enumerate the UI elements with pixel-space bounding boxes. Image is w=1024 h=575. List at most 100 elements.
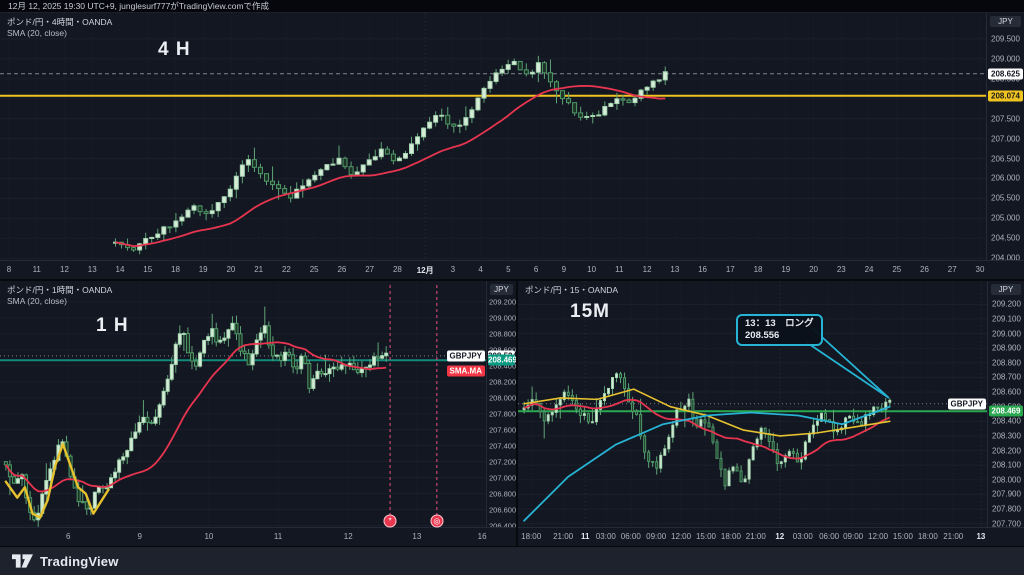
timeframe-label-15m: 15M xyxy=(570,301,610,322)
price-tick-label: 208.800 xyxy=(992,358,1021,368)
time-tick-label: 27 xyxy=(947,265,957,274)
vline-marker-icon[interactable]: ◎ xyxy=(430,514,444,528)
legend-indicator[interactable]: SMA (20, close) xyxy=(7,28,67,38)
time-tick-label: 6 xyxy=(533,265,539,274)
price-tick-label: 208.000 xyxy=(489,393,516,403)
time-tick-label: 12 xyxy=(642,265,652,274)
time-tick-label: 12 xyxy=(775,532,785,541)
time-tick-label: 09:00 xyxy=(843,532,864,541)
currency-button[interactable]: JPY xyxy=(991,284,1021,295)
time-tick-label: 12:00 xyxy=(671,532,692,541)
price-tick-label: 208.100 xyxy=(992,460,1021,470)
price-tick-label: 208.900 xyxy=(992,343,1021,353)
time-tick-label: 4 xyxy=(478,265,483,274)
attribution-bar: 12月 12, 2025 19:30 UTC+9, junglesurf777が… xyxy=(0,0,1024,13)
legend-indicator[interactable]: SMA (20, close) xyxy=(7,296,67,306)
price-tick-label: 207.200 xyxy=(489,457,516,467)
time-tick-label: 28 xyxy=(392,265,402,274)
price-tick-label: 205.000 xyxy=(991,213,1020,223)
time-tick-label: 9 xyxy=(561,265,567,274)
legend-15m[interactable]: ポンド/円・15・OANDA xyxy=(525,285,618,296)
time-tick-label: 13 xyxy=(87,265,97,274)
price-scale-1h[interactable]: JPY 209.200209.000208.800208.600208.4002… xyxy=(486,281,516,530)
candlestick-plot-15m[interactable] xyxy=(518,281,988,528)
symbol-price-label: GBPJPY xyxy=(446,350,485,362)
long-entry-callout[interactable]: 13：13 ロング 208.556 xyxy=(736,314,823,346)
time-tick-label: 15:00 xyxy=(695,532,717,541)
price-tick-label: 204.000 xyxy=(991,253,1020,263)
timeframe-label-1h: 1 H xyxy=(96,315,129,336)
time-tick-label: 11 xyxy=(615,265,624,274)
time-tick-label: 15:00 xyxy=(892,532,913,541)
currency-button[interactable]: JPY xyxy=(490,284,513,295)
time-tick-label: 19 xyxy=(781,265,791,274)
time-tick-label: 21 xyxy=(254,265,264,274)
price-tick-label: 209.200 xyxy=(992,299,1021,309)
currency-button[interactable]: JPY xyxy=(990,16,1021,27)
legend-symbol[interactable]: ポンド/円・1時間・OANDA xyxy=(7,285,113,295)
price-badge: 208.074 xyxy=(988,90,1023,102)
time-tick-label: 9 xyxy=(137,532,142,541)
price-badge: 208.469 xyxy=(989,405,1023,417)
price-scale-4h[interactable]: JPY 209.500209.000208.500208.000207.5002… xyxy=(986,13,1024,263)
tradingview-logo-icon[interactable] xyxy=(12,554,33,568)
price-badge: 208.625 xyxy=(988,68,1023,80)
time-axis-15m[interactable]: 18:00 21:00 11 03:00 06:00 09:00 12:00 15:00 18:… xyxy=(518,527,1024,546)
price-tick-label: 209.500 xyxy=(991,34,1020,44)
price-tick-label: 207.800 xyxy=(992,504,1021,514)
legend-symbol[interactable]: ポンド/円・4時間・OANDA xyxy=(7,17,113,27)
time-tick-label: 12:00 xyxy=(868,532,889,541)
price-tick-label: 208.300 xyxy=(992,431,1021,441)
time-tick-label: 10 xyxy=(204,532,214,541)
price-tick-label: 206.000 xyxy=(991,173,1020,183)
time-axis-4h[interactable]: 8 11 12 13 14 15 18 19 20 21 22 25 26 27 28 12月 3 4 5 6 9 10 1… xyxy=(0,260,1024,279)
time-tick-label: 18 xyxy=(171,265,180,274)
legend-1h[interactable]: ポンド/円・1時間・OANDA SMA (20, close) xyxy=(7,285,112,307)
price-badge: 208.469 xyxy=(488,354,516,366)
time-tick-label: 03:00 xyxy=(792,532,813,541)
time-tick-label: 06:00 xyxy=(819,532,840,541)
chart-panel-4h: JPY 209.500209.000208.500208.000207.5002… xyxy=(0,13,1024,279)
time-tick-label: 11 xyxy=(273,532,283,541)
price-tick-label: 208.600 xyxy=(992,387,1021,397)
time-tick-label: 12月 xyxy=(416,266,434,275)
time-tick-label: 19 xyxy=(198,265,208,274)
price-tick-label: 207.000 xyxy=(489,473,516,483)
candlestick-plot-4h[interactable] xyxy=(0,13,987,261)
price-tick-label: 209.000 xyxy=(992,329,1021,339)
time-tick-label: 20 xyxy=(226,265,236,274)
chart-panel-1h: JPY 209.200209.000208.800208.600208.4002… xyxy=(0,281,516,546)
symbol-price-label: SMA.MA xyxy=(446,365,485,377)
price-tick-label: 208.800 xyxy=(489,329,516,339)
price-tick-label: 208.000 xyxy=(992,475,1021,485)
time-tick-label: 11 xyxy=(32,265,41,274)
time-tick-label: 24 xyxy=(864,265,874,274)
tradingview-brand-text[interactable]: TradingView xyxy=(40,553,119,569)
time-axis-1h[interactable]: 6 9 10 11 12 13 16 xyxy=(0,527,516,546)
time-tick-label: 26 xyxy=(920,265,929,274)
time-tick-label: 09:00 xyxy=(646,532,667,541)
callout-price: 208.556 xyxy=(745,330,780,341)
time-tick-label: 18:00 xyxy=(917,532,938,541)
time-tick-label: 15 xyxy=(143,265,153,274)
price-tick-label: 208.700 xyxy=(992,372,1021,382)
time-tick-label: 03:00 xyxy=(595,532,616,541)
vline-marker-icon[interactable]: * xyxy=(383,514,397,528)
price-tick-label: 208.400 xyxy=(489,361,516,371)
time-tick-label: 16 xyxy=(477,532,487,541)
time-tick-label: 11 xyxy=(580,532,590,541)
legend-symbol[interactable]: ポンド/円・15・OANDA xyxy=(525,285,619,295)
price-tick-label: 208.400 xyxy=(992,416,1021,426)
time-tick-label: 5 xyxy=(506,265,511,274)
time-tick-label: 21:00 xyxy=(553,532,574,541)
price-tick-label: 209.000 xyxy=(489,313,516,323)
price-tick-label: 207.500 xyxy=(991,114,1020,124)
time-tick-label: 12 xyxy=(60,265,69,274)
candlestick-plot-1h[interactable] xyxy=(0,281,487,528)
price-tick-label: 207.700 xyxy=(992,519,1021,529)
time-tick-label: 20 xyxy=(809,265,818,274)
legend-4h[interactable]: ポンド/円・4時間・OANDA SMA (20, close) xyxy=(7,17,112,39)
price-tick-label: 207.800 xyxy=(489,409,516,419)
price-scale-15m[interactable]: JPY 209.200 209.100 209.000 208.900 208.800 2… xyxy=(987,281,1024,528)
time-tick-label: 30 xyxy=(975,265,985,274)
